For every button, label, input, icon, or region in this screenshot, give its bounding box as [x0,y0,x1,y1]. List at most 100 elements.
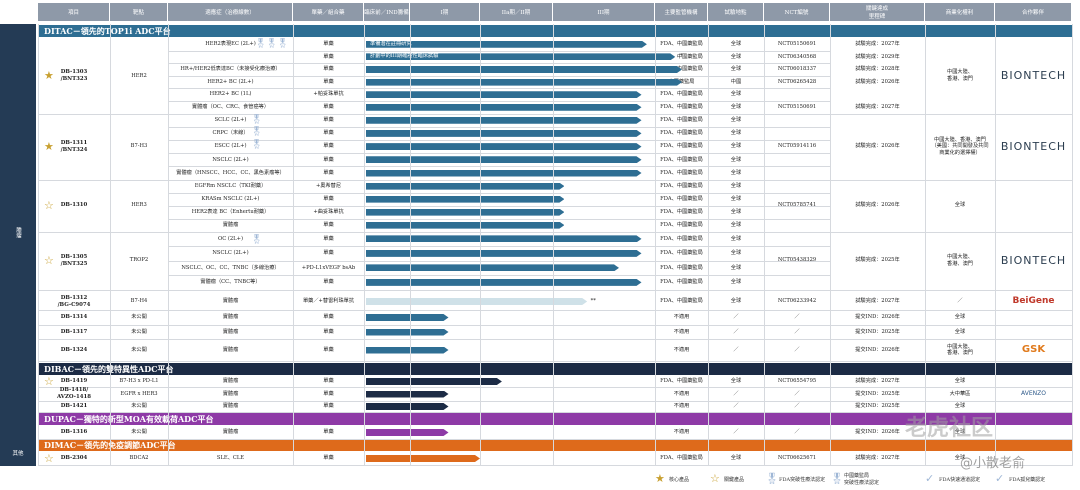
milestone: 提交IND：2026年 [855,346,900,353]
col-divider [410,24,411,466]
combination: 單藥 [323,346,334,353]
nct-number: ／ [794,346,800,353]
milestone: 試驗完成：2026年 [855,143,900,150]
indication: OC (2L+) [217,235,243,242]
col-divider [925,24,926,466]
row-divider [38,439,1072,440]
regulator: FDA、中國藥監局 [660,208,703,215]
trial-site: 全球 [730,264,742,271]
section-ditac: DITAC－領先的TOP1i ADC平台 [38,25,1072,37]
indication: 實體瘤 [222,429,239,436]
milestone: 試驗完成：2027年 [855,298,900,305]
col-divider [480,24,481,466]
combination: 單藥 [323,195,334,202]
phase-bar [366,104,642,111]
designation-icon: 🎖 [251,115,263,125]
key-product-star-icon: ☆ [44,198,54,212]
header-col: 適應症（治療線數） [168,3,293,21]
col-divider [655,24,656,466]
designation-icon: 🎖 [277,39,289,49]
side-label-other: 其他 [0,440,36,466]
phase-bar [366,117,642,124]
target: HER3 [131,202,147,209]
regulator: FDA、中國藥監局 [660,250,703,257]
milestone: 試驗完成：2029年 [855,53,900,60]
row-divider [168,166,830,168]
nct-number: NCT06265428 [777,78,817,85]
watermark-text: 老虎社区 [905,416,994,441]
combination: 單藥 [323,66,334,73]
col-divider [1072,24,1073,466]
indication: SCLC (2L+) [214,116,247,123]
commercial-rights: 全球 [954,378,966,385]
regulator: FDA、中國藥監局 [660,455,703,462]
regulator: 不適用 [673,314,690,321]
phase-bar [366,209,564,216]
row-divider [168,140,830,141]
target: EGFR x HER3 [120,390,158,397]
indication: EGFRm NSCLC（TKI耐藥） [194,182,267,189]
trial-site: ／ [733,314,739,321]
designation-icon: 🎖 [251,235,263,245]
indication: 實體瘤 [222,346,239,353]
row-divider [168,205,830,207]
nct-number: ／ [794,314,800,321]
combination: +曲妥珠單抗 [313,208,344,215]
target: HER2 [131,72,147,79]
trial-site: 全球 [730,143,742,150]
project-code: DB-2304 [60,455,88,462]
col-divider [708,24,709,466]
phase-bar [366,53,675,60]
trial-site: 全球 [730,156,742,163]
phase-bar [366,91,642,98]
regulator: FDA、中國藥監局 [660,182,703,189]
indication: 實體瘤（HNSCC、HCC、CC、黑色素瘤等） [176,169,285,176]
trial-site: 全球 [730,91,742,98]
fda_orphan-legend-icon: ✓ [995,472,1005,485]
milestone: 試驗完成：2027年 [855,455,900,462]
phase-bar [366,143,642,150]
milestone: 試驗完成：2027年 [855,378,900,385]
commercial-rights: 中國大陸、香港、澳門 （美國：共同開發及共同 商業化的選擇權） [931,136,989,156]
row-divider [168,75,830,77]
header-col: 單藥／組合藥 [293,3,364,21]
combination: 單藥 [323,390,334,397]
nct-number: NCT05150691 [777,104,817,111]
trial-site: 全球 [730,41,742,48]
col-divider [364,24,365,466]
regulator: FDA、中國藥監局 [660,116,703,123]
combination: 單藥 [323,130,334,137]
regulator: FDA、中國藥監局 [660,156,703,163]
trial-site: 全球 [730,66,742,73]
col-divider [830,24,831,466]
header-col: 主要監管機構 [655,3,708,21]
fda_fast-legend-label: FDA快速通道認定 [939,476,981,483]
combination: 單藥 [323,78,334,85]
target: B7-H4 [130,298,148,305]
trial-site: 全球 [730,169,742,176]
phase-bar [366,235,642,242]
col-divider [995,24,996,466]
milestone: 提交IND：2025年 [855,390,900,397]
regulator: FDA、中國藥監局 [660,195,703,202]
trial-site: ／ [733,328,739,335]
commercial-rights: 全球 [954,429,966,436]
trial-site: 全球 [730,250,742,257]
combination: 單藥 [323,279,334,286]
row-divider [168,63,830,65]
combination: +奧希替尼 [315,182,342,189]
target: 未公開 [131,346,147,353]
regulator: FDA、中國藥監局 [660,235,703,242]
key-product-star-icon: ☆ [44,253,54,267]
regulator: 不適用 [673,328,690,335]
partner-logo: BIONTECH [1000,253,1067,267]
col-divider [38,24,39,466]
project-code: DB-1305 /BNT325 [60,253,88,267]
indication: 實體瘤 [222,403,239,410]
commercial-rights: 全球 [954,455,966,462]
trial-site: 全球 [730,130,742,137]
col-divider [110,24,111,466]
trial-site: 全球 [730,235,742,242]
indication: 實體瘤（CC、TNBC等） [200,279,261,286]
project-code: DB-1324 [60,346,88,353]
